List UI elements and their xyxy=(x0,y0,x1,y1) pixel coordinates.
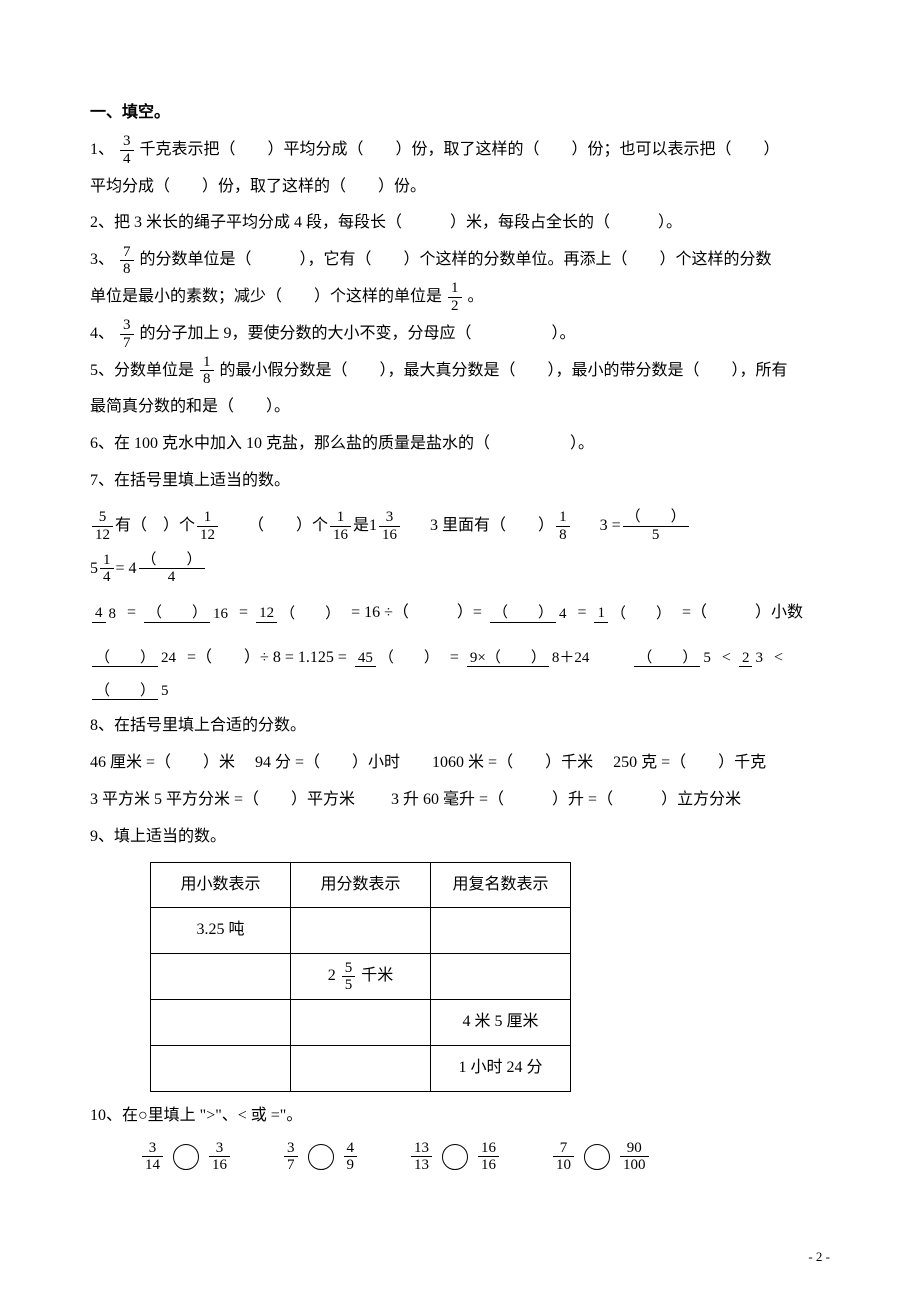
q7-row1: 512 有（ ）个 112 （ ）个 116 是 1 316 3 里面有（ ） … xyxy=(90,508,830,588)
q7-r1-d: 3 = （ ）5 xyxy=(600,508,691,545)
q9-table: 用小数表示 用分数表示 用复名数表示 3.25 吨 2 55 千米 4 米 5 … xyxy=(150,862,571,1092)
col-header: 用小数表示 xyxy=(151,862,291,908)
section-heading: 一、填空。 xyxy=(90,95,830,132)
table-row: 3.25 吨 xyxy=(151,908,571,954)
q7-r1-a: 512 有（ ）个 112 xyxy=(90,508,220,545)
cell: 2 55 千米 xyxy=(291,954,431,1000)
table-row: 4 米 5 厘米 xyxy=(151,1000,571,1046)
cell: 3.25 吨 xyxy=(151,908,291,954)
q10-title: 10、在○里填上 ">"、< 或 ="。 xyxy=(90,1098,830,1135)
q5-line2: 最简真分数的和是（ ）。 xyxy=(90,389,830,426)
q5-frac: 18 xyxy=(200,354,214,388)
q1-text1: 千克表示把（ ）平均分成（ ）份，取了这样的（ ）份；也可以表示把（ ） xyxy=(140,141,780,158)
cell: 4 米 5 厘米 xyxy=(431,1000,571,1046)
table-row: 2 55 千米 xyxy=(151,954,571,1000)
q7-row3: （ ）24 =（ ）÷ 8 = 1.125 = 45（ ） = 9×（ ）8＋2… xyxy=(90,640,830,700)
q1-frac: 34 xyxy=(120,133,134,167)
q3-line1: 3、 78 的分数单位是（ ），它有（ ）个这样的分数单位。再添上（ ）个这样的… xyxy=(90,242,830,279)
circle-blank xyxy=(173,1144,199,1170)
q7-r1-e: 5 14 = 4 （ ）4 xyxy=(90,551,207,588)
cell xyxy=(291,1045,431,1091)
q7-title: 7、在括号里填上适当的数。 xyxy=(90,463,830,500)
compare-item: 37 49 xyxy=(282,1138,359,1175)
q7-row2: 48 = （ ）16 = 12（ ） = 16 ÷（ ）= （ ）4 = 1（ … xyxy=(90,595,830,632)
q4: 4、 37 的分子加上 9，要使分数的大小不变，分母应（ ）。 xyxy=(90,316,830,353)
q1-num: 1、 xyxy=(90,141,114,158)
q1-line1: 1、 34 千克表示把（ ）平均分成（ ）份，取了这样的（ ）份；也可以表示把（… xyxy=(90,132,830,169)
q5-t1: 5、分数单位是 xyxy=(90,362,194,379)
table-header-row: 用小数表示 用分数表示 用复名数表示 xyxy=(151,862,571,908)
cell: 1 小时 24 分 xyxy=(431,1045,571,1091)
q3-frac2: 12 xyxy=(448,280,462,314)
q8-title: 8、在括号里填上合适的分数。 xyxy=(90,708,830,745)
q10-row: 314 316 37 49 1313 1616 710 90100 xyxy=(140,1138,830,1175)
circle-blank xyxy=(442,1144,468,1170)
circle-blank xyxy=(584,1144,610,1170)
q3-line2: 单位是最小的素数；减少（ ）个这样的单位是 12 。 xyxy=(90,279,830,316)
cell xyxy=(431,908,571,954)
col-header: 用分数表示 xyxy=(291,862,431,908)
q8-r2: 3 平方米 5 平方分米 =（ ）平方米 3 升 60 毫升 =（ ）升 =（ … xyxy=(90,782,830,819)
compare-item: 314 316 xyxy=(140,1138,232,1175)
q4-num: 4、 xyxy=(90,325,114,342)
cell xyxy=(431,954,571,1000)
q7-r1-b: （ ）个 116 是 1 316 xyxy=(248,508,402,545)
q9-title: 9、填上适当的数。 xyxy=(90,819,830,856)
col-header: 用复名数表示 xyxy=(431,862,571,908)
cell xyxy=(151,1045,291,1091)
q8-r1: 46 厘米 =（ ）米 94 分 =（ ）小时 1060 米 =（ ）千米 25… xyxy=(90,745,830,782)
cell xyxy=(151,1000,291,1046)
compare-item: 1313 1616 xyxy=(409,1138,501,1175)
q3-num: 3、 xyxy=(90,251,114,268)
cell xyxy=(291,1000,431,1046)
q1-line2: 平均分成（ ）份，取了这样的（ ）份。 xyxy=(90,169,830,206)
circle-blank xyxy=(308,1144,334,1170)
page-number: - 2 - xyxy=(808,1242,830,1272)
table-row: 1 小时 24 分 xyxy=(151,1045,571,1091)
q5-line1: 5、分数单位是 18 的最小假分数是（ ），最大真分数是（ ），最小的带分数是（… xyxy=(90,353,830,390)
cell xyxy=(291,908,431,954)
q2: 2、把 3 米长的绳子平均分成 4 段，每段长（ ）米，每段占全长的（ ）。 xyxy=(90,205,830,242)
q3-text2b: 。 xyxy=(468,288,484,305)
q3-frac: 78 xyxy=(120,244,134,278)
q7-r1-c: 3 里面有（ ） 18 xyxy=(430,508,572,545)
q5-t2: 的最小假分数是（ ），最大真分数是（ ），最小的带分数是（ ），所有 xyxy=(220,362,788,379)
compare-item: 710 90100 xyxy=(551,1138,651,1175)
q6: 6、在 100 克水中加入 10 克盐，那么盐的质量是盐水的（ ）。 xyxy=(90,426,830,463)
q3-text1: 的分数单位是（ ），它有（ ）个这样的分数单位。再添上（ ）个这样的分数 xyxy=(140,251,772,268)
q4-frac: 37 xyxy=(120,317,134,351)
q4-text: 的分子加上 9，要使分数的大小不变，分母应（ ）。 xyxy=(140,325,576,342)
cell xyxy=(151,954,291,1000)
q3-text2a: 单位是最小的素数；减少（ ）个这样的单位是 xyxy=(90,288,442,305)
